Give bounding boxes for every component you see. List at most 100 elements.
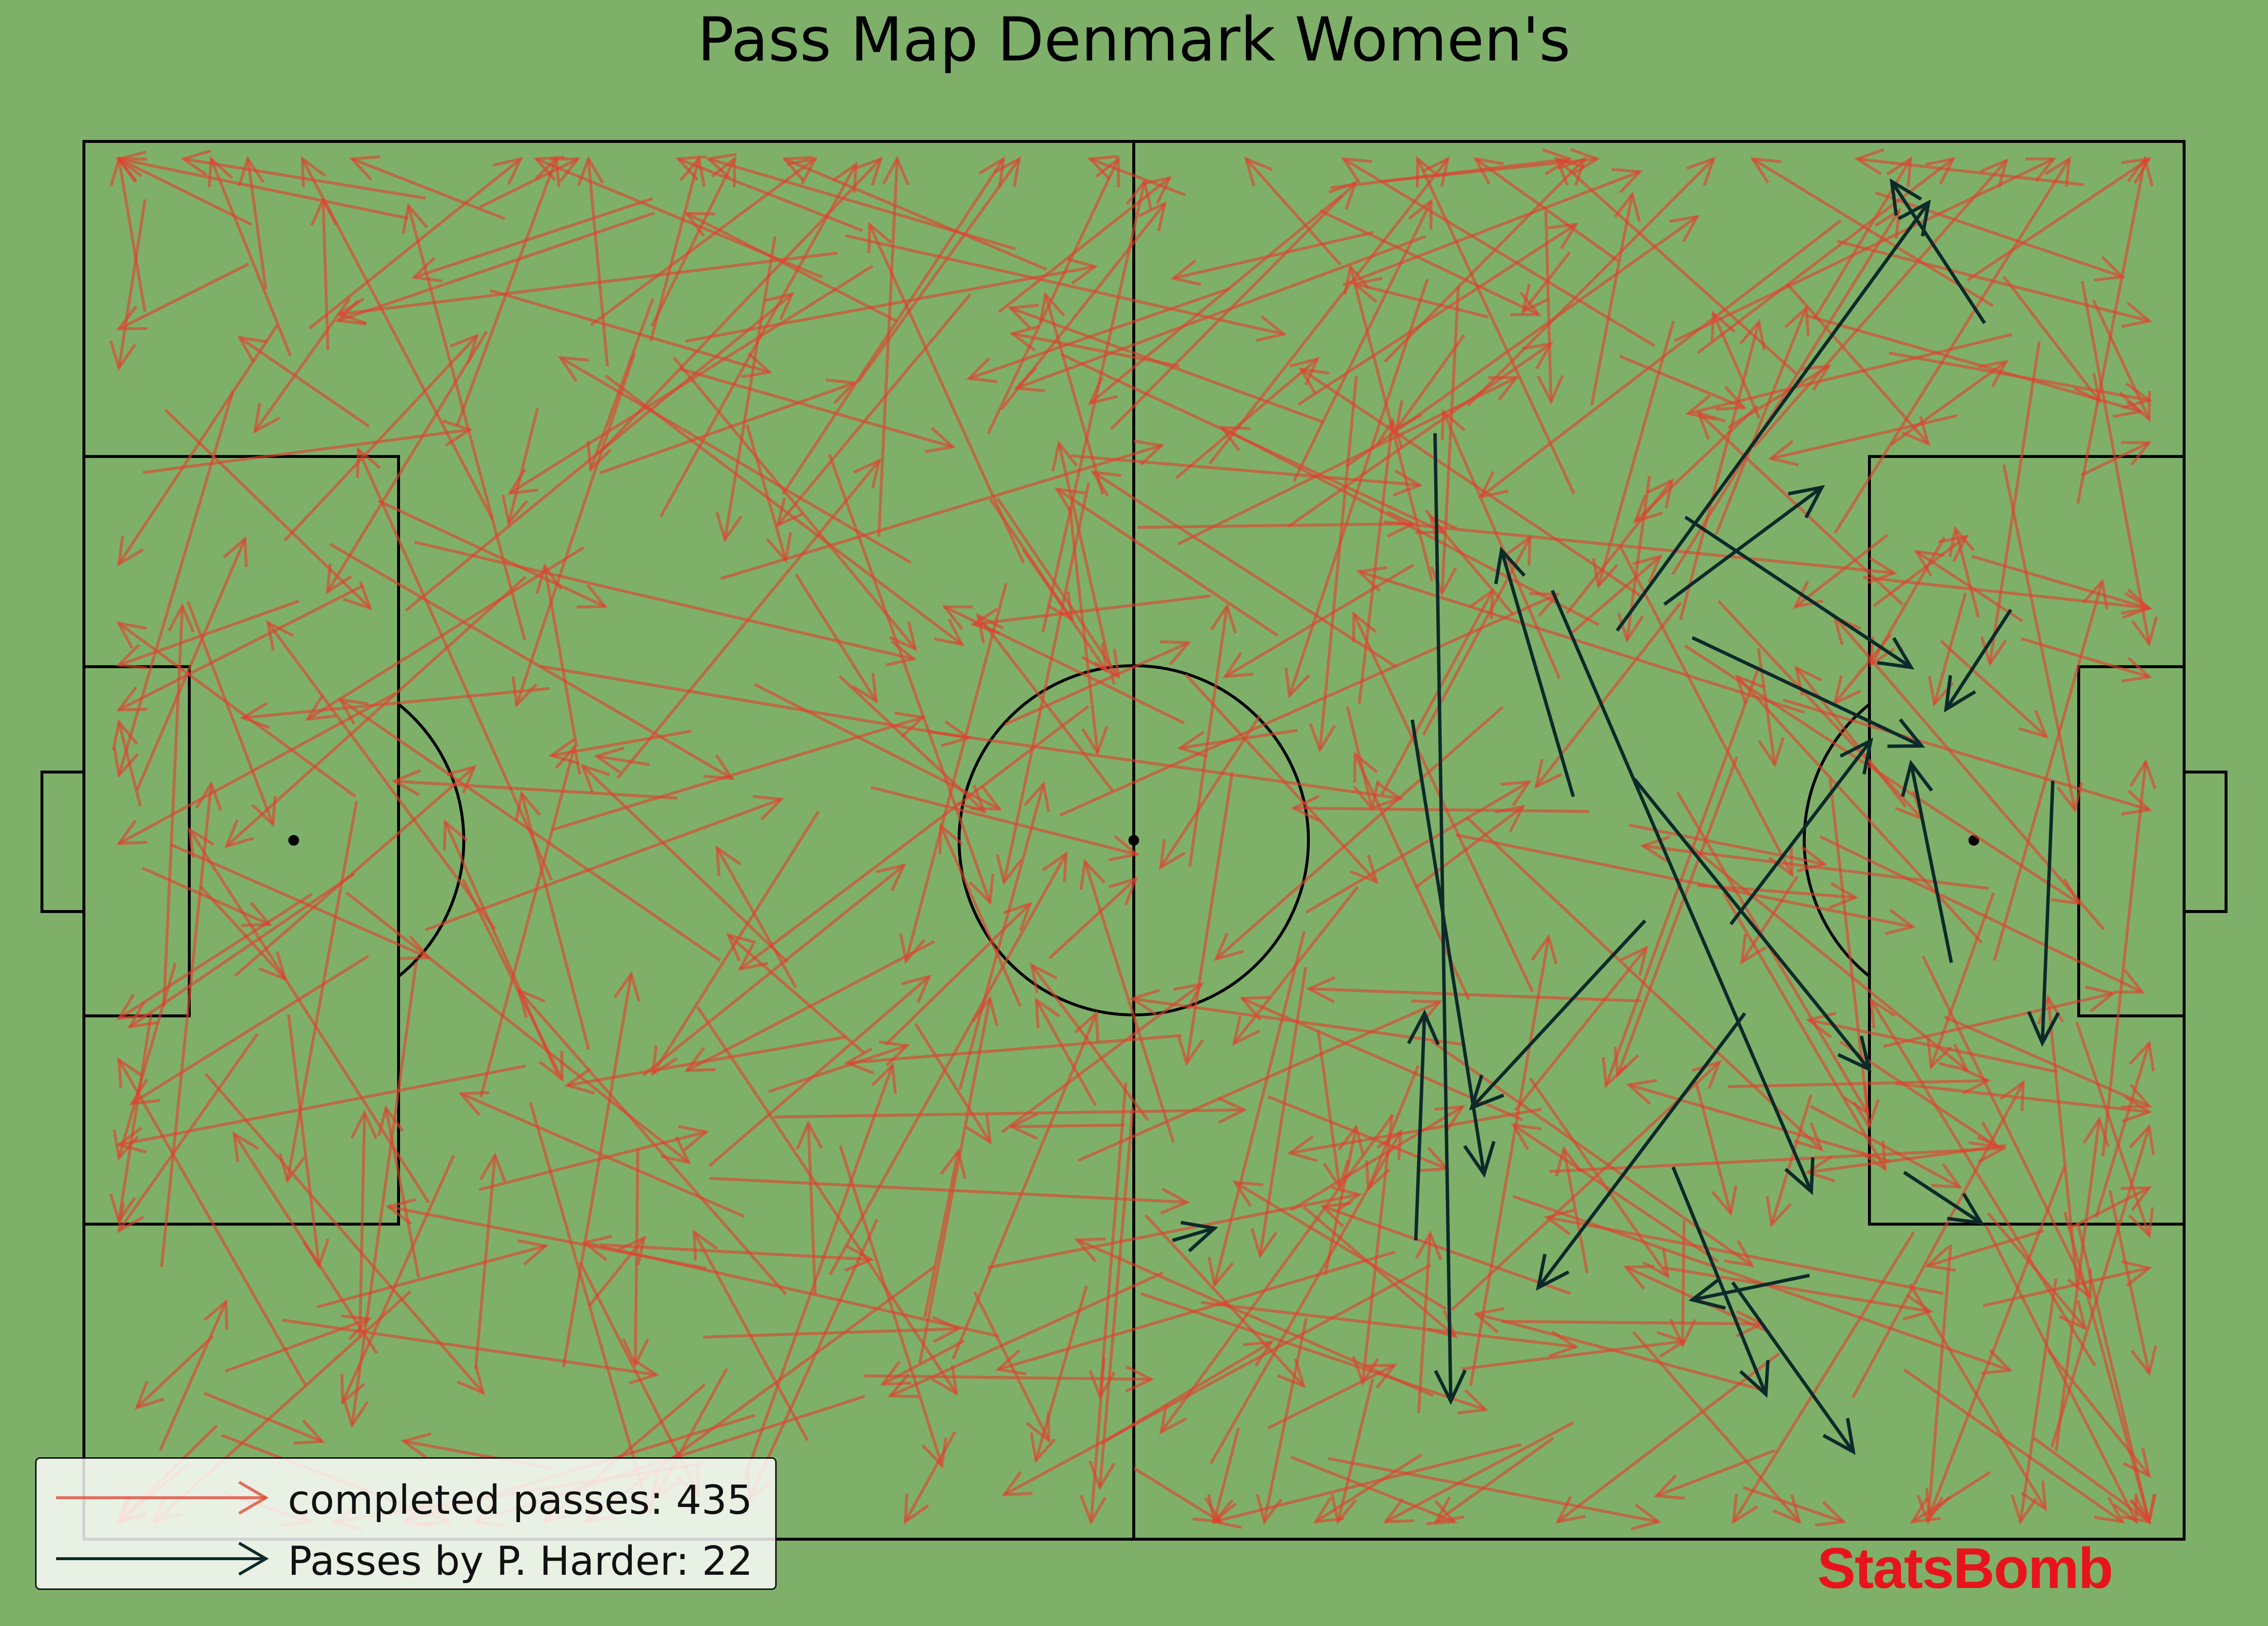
completed-pass-arrow [405,292,795,612]
pitch-lines [40,140,2228,1541]
completed-pass-arrow [170,843,432,960]
completed-pass-arrow [720,439,1165,580]
completed-pass-arrow [116,262,249,331]
completed-pass-arrow [385,1198,707,1270]
completed-pass-arrow [989,498,1074,622]
completed-pass-arrow [329,542,735,780]
completed-pass-arrow [1819,835,2146,994]
completed-pass-arrow [1767,414,1958,467]
completed-pass-arrow [1786,282,1930,446]
completed-pass-arrow [1001,1264,1431,1496]
completed-pass-arrow [335,211,655,326]
completed-pass-arrow [180,149,426,200]
completed-pass-arrow [345,892,691,1165]
completed-pass-arrow [141,866,273,927]
completed-pass-arrow [1810,1105,1963,1189]
completed-pass-arrow [1890,359,2009,446]
completed-pass-arrow [918,995,999,1364]
completed-pass-arrow [703,1316,962,1344]
completed-pass-arrow [828,851,1068,1276]
completed-pass-arrow [1851,1079,2025,1398]
completed-pass-arrow [1074,1237,1434,1397]
completed-pass-arrow [342,961,418,1428]
completed-pass-arrow [1079,1357,1107,1526]
completed-pass-arrow [1286,1108,1542,1162]
player-pass-arrow [1550,590,1815,1195]
completed-pass-arrow [743,1062,897,1479]
completed-pass-arrow [283,333,479,542]
player-pass-arrow [1410,719,1496,1178]
pitch-spots [288,835,1979,846]
completed-pass-arrow [705,153,1016,251]
completed-pass-arrow [1696,410,1904,606]
completed-pass-arrow [1466,156,1716,407]
completed-pass-arrow [995,1250,1396,1376]
completed-pass-arrow [1469,933,1558,1386]
completed-pass-arrow [737,705,1090,971]
completed-pass-arrow [116,599,300,670]
completed-pass-arrow [2063,1211,2156,1525]
completed-pass-arrow [870,786,1140,862]
player-pass-arrow [1688,1273,1810,1310]
completed-pass-arrow [340,1154,455,1406]
completed-pass-arrow [1415,1230,1443,1413]
completed-pass-arrow [1188,603,1237,867]
completed-pass-arrow [1671,207,1901,575]
player-pass-arrow [1172,1221,1219,1252]
completed-pass-arrow [586,297,655,473]
completed-pass-arrow [1510,1123,1719,1263]
completed-pass-arrow [593,747,650,774]
completed-pass-arrow [1967,157,2152,281]
completed-pass-arrow [1051,440,1116,685]
completed-pass-arrow [1903,1368,2126,1524]
completed-pass-arrow [1009,325,1180,368]
completed-pass-arrow [1324,1124,1365,1275]
completed-pass-arrow [708,974,932,1168]
completed-pass-arrow [1244,156,1342,266]
completed-pass-arrow [1048,876,1139,960]
completed-pass-arrow [1512,1194,2013,1375]
completed-pass-arrow [266,619,497,930]
completed-pass-arrow [424,795,784,932]
completed-pass-arrow [604,374,965,647]
completed-pass-arrow [970,594,1211,635]
player-pass-arrow [1731,1281,1856,1455]
completed-pass-arrow [1316,1030,1350,1190]
completed-pass-arrow [938,823,1022,1007]
completed-pass-arrow [2002,464,2084,813]
completed-pass-arrow [1207,931,1306,1289]
completed-pass-arrow [1177,376,1520,546]
legend-label-completed: completed passes: 435 [288,1477,753,1524]
completed-pass-arrow [1013,235,1426,393]
completed-pass-arrow [2101,758,2157,1157]
completed-pass-arrow [683,212,898,323]
completed-pass-arrow [116,584,364,712]
completed-pass-arrow [115,1064,526,1154]
completed-pass-arrow [479,157,581,209]
completed-pass-arrow [1177,772,1234,1067]
completed-pass-arrow [1676,791,1869,1116]
completed-pass-arrow [1514,945,1648,1111]
completed-pass-arrow [1993,578,2109,961]
left-penalty-arc [398,703,465,978]
completed-pass-arrow [1602,666,1761,1089]
completed-pass-arrow [115,150,409,220]
completed-pass-arrow [2021,637,2152,683]
player-passes-layer [1172,178,2060,1455]
completed-pass-arrow [1927,892,1995,1070]
completed-pass-arrow [1298,367,1645,599]
completed-pass-arrow [1735,674,1983,944]
completed-pass-arrow [1653,1449,1776,1500]
completed-pass-arrow [725,932,865,1054]
completed-pass-arrow [116,157,253,226]
legend-entry-completed: completed passes: 435 [37,1468,775,1527]
completed-pass-arrow [1828,779,1880,1130]
completed-pass-arrow [1626,1079,1891,1163]
completed-pass-arrow [350,1109,378,1338]
completed-pass-arrow [116,692,396,845]
player-pass-arrow [2027,781,2060,1047]
completed-pass-arrow [715,845,798,989]
completed-pass-arrow [1628,823,1828,873]
completed-pass-arrow [958,780,1050,1090]
completed-pass-arrow [839,1145,947,1469]
